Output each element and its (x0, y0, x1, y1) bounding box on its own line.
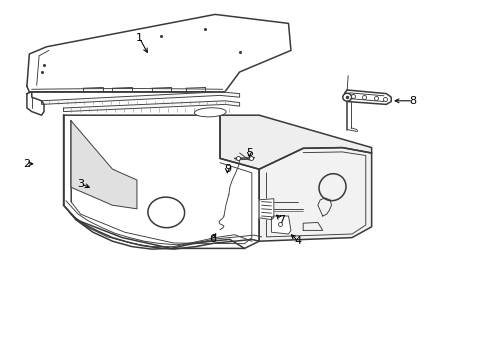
Ellipse shape (342, 93, 351, 101)
Polygon shape (63, 101, 239, 112)
Text: 4: 4 (294, 236, 301, 246)
Text: 7: 7 (277, 215, 284, 225)
Text: 8: 8 (409, 96, 416, 106)
Polygon shape (27, 92, 44, 115)
Polygon shape (41, 92, 239, 104)
Text: 5: 5 (245, 148, 252, 158)
Polygon shape (220, 115, 371, 169)
Polygon shape (303, 222, 322, 230)
Polygon shape (259, 148, 371, 241)
Polygon shape (71, 121, 137, 209)
Ellipse shape (194, 108, 225, 117)
Text: 6: 6 (209, 234, 216, 244)
Text: 2: 2 (23, 159, 30, 169)
Text: 3: 3 (77, 179, 84, 189)
Polygon shape (271, 216, 290, 234)
Text: 9: 9 (224, 164, 230, 174)
Polygon shape (27, 14, 290, 92)
Ellipse shape (318, 174, 346, 201)
Polygon shape (259, 199, 273, 220)
Ellipse shape (147, 197, 184, 228)
Text: 1: 1 (136, 33, 142, 43)
Polygon shape (63, 115, 259, 248)
Polygon shape (344, 90, 390, 104)
